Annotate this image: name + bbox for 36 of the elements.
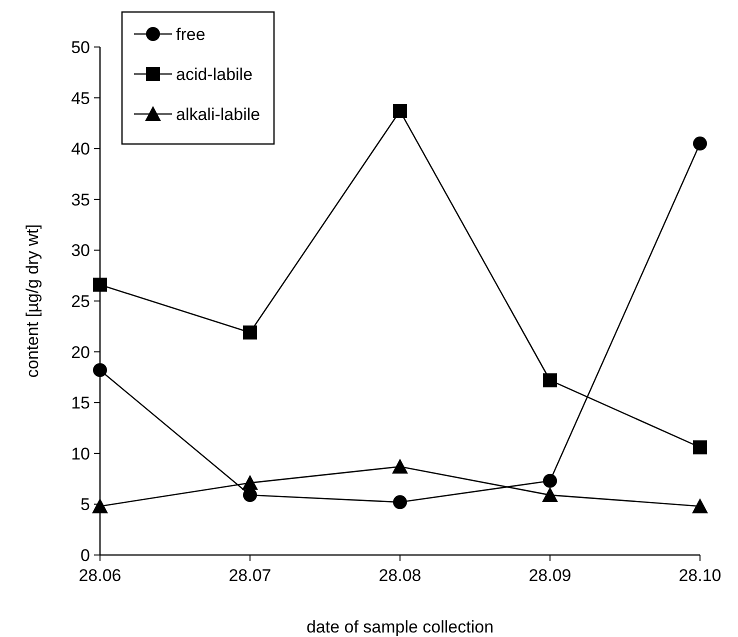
x-tick-label: 28.06 bbox=[78, 566, 122, 585]
legend-label: acid-labile bbox=[176, 64, 253, 84]
point bbox=[693, 440, 707, 454]
point bbox=[393, 495, 407, 510]
y-tick-label: 50 bbox=[71, 38, 90, 57]
point bbox=[392, 458, 408, 474]
point bbox=[243, 488, 257, 502]
point bbox=[393, 104, 407, 118]
y-tick-label: 10 bbox=[71, 444, 90, 464]
point bbox=[92, 498, 108, 514]
y-tick-label: 20 bbox=[71, 342, 90, 362]
x-tick-label: 28.08 bbox=[378, 566, 422, 585]
point bbox=[93, 278, 107, 292]
x-axis-title: date of sample collection bbox=[306, 617, 494, 636]
point bbox=[243, 325, 257, 340]
point bbox=[93, 363, 107, 378]
legend-label: free bbox=[176, 24, 206, 44]
y-tick-label: 35 bbox=[71, 190, 90, 210]
y-tick-label: 0 bbox=[80, 546, 90, 565]
point bbox=[543, 474, 557, 488]
y-tick-label: 15 bbox=[71, 394, 90, 413]
x-tick-label: 28.07 bbox=[228, 566, 272, 585]
y-tick-label: 45 bbox=[71, 88, 90, 108]
point bbox=[693, 136, 707, 151]
point bbox=[543, 373, 557, 388]
y-tick-label: 40 bbox=[71, 140, 90, 159]
point bbox=[542, 487, 558, 502]
y-axis-title: content [µg/g dry wt] bbox=[23, 224, 42, 378]
legend-label: alkali-labile bbox=[176, 104, 260, 124]
point bbox=[242, 474, 258, 490]
y-tick-label: 5 bbox=[80, 495, 90, 514]
point bbox=[692, 498, 708, 514]
y-tick-label: 30 bbox=[71, 241, 90, 260]
x-tick-label: 28.10 bbox=[678, 566, 722, 585]
x-tick-label: 28.09 bbox=[528, 566, 572, 585]
y-tick-label: 25 bbox=[71, 292, 90, 311]
